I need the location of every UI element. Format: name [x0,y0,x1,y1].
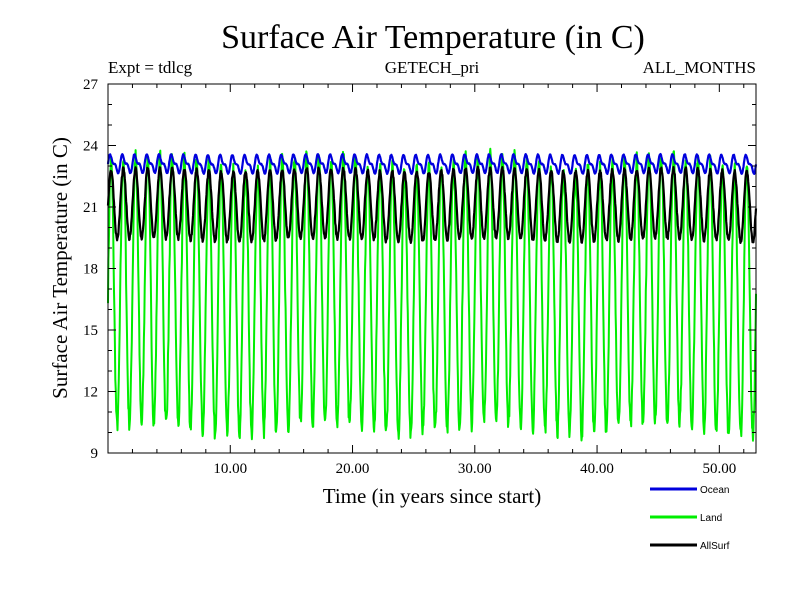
y-tick-label: 12 [83,385,98,401]
x-tick-label: 40.00 [580,461,614,477]
y-tick-label: 27 [83,77,99,93]
x-axis-label: Time (in years since start) [323,484,542,508]
x-tick-label: 30.00 [458,461,492,477]
chart: Surface Air Temperature (in C) Expt = td… [0,0,800,600]
y-tick-label: 18 [83,262,98,278]
experiment-label: Expt = tdlcg [108,58,193,77]
chart-title: Surface Air Temperature (in C) [221,19,645,56]
x-tick-label: 10.00 [213,461,247,477]
legend-label-land: Land [700,513,722,524]
x-tick-label: 20.00 [336,461,370,477]
y-tick-label: 9 [91,446,99,462]
y-tick-label: 21 [83,200,98,216]
legend-label-ocean: Ocean [700,485,729,496]
months-label: ALL_MONTHS [643,58,756,77]
x-tick-label: 50.00 [702,461,736,477]
dataset-label: GETECH_pri [385,58,480,77]
series-layer [108,149,756,441]
y-axis-label: Surface Air Temperature (in C) [48,137,72,399]
y-tick-label: 24 [83,139,99,155]
legend-label-allsurf: AllSurf [700,541,730,552]
y-tick-label: 15 [83,323,98,339]
legend: Ocean Land AllSurf [650,485,730,552]
series-line-ocean [108,154,756,174]
